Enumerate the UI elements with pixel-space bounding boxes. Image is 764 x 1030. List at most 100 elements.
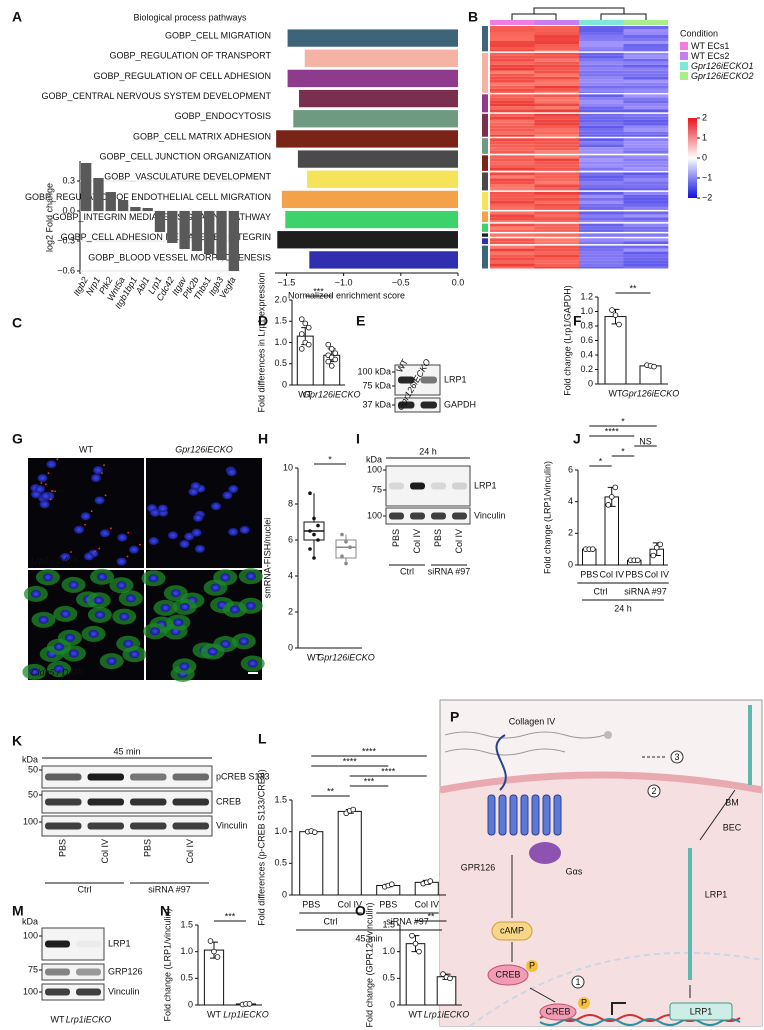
bar [154,211,166,232]
data-point [305,324,312,331]
heatmap-cell [623,94,669,98]
row-annotation [482,238,488,245]
data-point [340,532,344,537]
x-tick-label: WT [609,388,623,398]
lane-label: Lrp1iECKO [66,1014,112,1024]
heatmap-cell [534,197,580,201]
scale-label: 2 [702,112,707,122]
column-label: Gpr126iECKO [175,444,233,454]
row-annotation [482,172,488,191]
heatmap-cell [579,144,624,148]
y-axis-label: Fold change (LRP1/vinculin) [542,461,552,574]
bar [216,211,227,260]
nucleus [119,612,130,621]
heatmap-cell [534,245,580,249]
color-scale [688,118,697,198]
heatmap-cell [490,70,535,74]
row-annotation [482,138,488,154]
heatmap-cell [623,70,669,74]
bar [293,110,458,128]
data-point [340,554,344,558]
heatmap-cell [623,233,669,237]
legend-label: Gpr126iECKO1 [691,61,754,71]
heatmap-cell [490,38,535,41]
legend-swatch [680,72,688,80]
data-point [416,948,422,955]
heatmap-cell [623,55,669,59]
bar [281,190,458,209]
heatmap-cell [579,44,624,47]
marker-label: 100 [23,816,38,826]
significance-label: **** [605,426,620,436]
x-axis-label: Normalized enrichment score [288,290,405,300]
heatmap-cell [623,167,669,171]
heatmap-cell [490,26,535,29]
heatmap-cell [490,158,535,162]
band [87,822,124,830]
band [87,773,124,781]
nucleus [170,589,181,598]
data-point [316,538,320,542]
y-tick-label: 1.0 [580,306,593,316]
data-point [608,494,615,500]
marker-label: 100 [367,464,382,474]
heatmap-cell [579,113,624,117]
nucleus [245,572,256,581]
data-point [312,556,316,560]
y-tick-label: 0.2 [580,364,593,374]
heatmap-cell [534,167,580,171]
heatmap-cell [579,197,624,201]
x-tick-label: PBS [302,899,320,909]
data-point [308,547,312,551]
x-tick-label: Col IV [644,569,669,579]
bar [304,49,458,67]
heatmap-cell [579,85,624,89]
nucleus [228,485,239,494]
heatmap-cell [579,147,624,151]
heatmap-cell [534,50,580,52]
row-annotation [482,211,488,223]
bar [299,89,458,108]
data-point [344,561,348,566]
y-tick-label: 2 [568,528,573,538]
significance-label: **** [381,766,396,776]
diagram-label: LRP1 [705,889,728,899]
heatmap-cell [579,194,624,198]
heatmap-cell [534,194,580,198]
bar [337,810,362,896]
blot-title: 45 min [113,746,140,756]
heatmap-cell [534,70,580,74]
heatmap-cell [623,226,669,230]
heatmap-cell [579,203,624,207]
diagram-label: LRP1 [690,1006,713,1016]
heatmap-cell [534,233,580,237]
heatmap-cell [534,164,580,168]
band-label: LRP1 [444,374,467,384]
heatmap-cell [534,191,580,195]
row-annotation [482,223,488,232]
nucleus [148,537,159,546]
x-tick-label: WT [307,652,321,662]
heatmap-cell [534,134,580,137]
significance-label: ** [629,283,637,293]
heatmap-cell [534,94,580,98]
diagram-label: cAMP [500,925,524,935]
nucleus [116,557,127,566]
lane-label: PBS [433,529,443,547]
heatmap-cell [579,266,624,269]
data-point [650,552,657,559]
y-tick-label: 0.5 [180,973,193,983]
bar [204,211,215,254]
y-tick-label: 0 [568,559,573,569]
heatmap-cell [623,97,669,101]
band [130,773,167,781]
panel-label: O [355,903,366,919]
heatmap-cell [623,245,669,249]
heatmap-cell [534,175,580,179]
heatmap-cell [534,103,580,107]
heatmap-cell [623,203,669,207]
bar [277,231,458,249]
panel-label: D [258,313,268,329]
band [452,482,467,490]
scale-label: 0 [702,152,707,162]
